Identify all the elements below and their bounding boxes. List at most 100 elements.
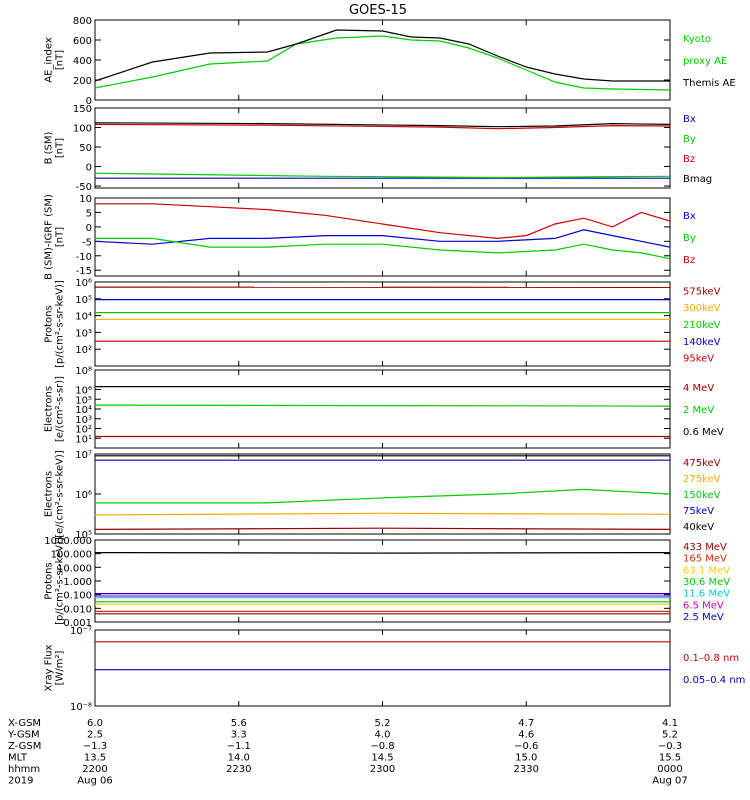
- y-tick-label: 10⁶: [75, 278, 92, 289]
- ephemeris-value: 0000: [657, 764, 682, 775]
- y-tick-label: 10²: [75, 425, 92, 436]
- y-tick-label: 1000.000: [44, 536, 92, 547]
- legend-entry: 475keV: [683, 458, 721, 469]
- panel-electrons2: 10⁵ 10⁶ 10⁷ Electrons [e/(cm²-s-sr-keV)] 475k…: [44, 450, 721, 541]
- legend-entry: Bmag: [683, 174, 712, 185]
- panel-xray: 10⁻⁸ 10⁻⁷ Xray Flux [W/m²] 0.1–0.8 nm 0.05–0.…: [44, 626, 746, 713]
- y-tick-label: 10⁴: [75, 312, 92, 323]
- y-tick-label: -10: [76, 252, 92, 263]
- legend-entry: Bx: [683, 114, 696, 125]
- panel-frame: [94, 453, 671, 535]
- ephemeris-value: 13.5: [84, 753, 106, 764]
- y-axis-label: [W/m²]: [55, 650, 66, 685]
- y-tick-label: 100: [73, 124, 92, 135]
- legend-entry: 11.6 MeV: [683, 589, 730, 600]
- legend-entry: proxy AE: [683, 56, 727, 67]
- series-line-Kyoto-proxy-AE: [94, 35, 671, 91]
- ephemeris-row-label: 2019: [8, 776, 33, 787]
- y-tick-label: 10⁷: [75, 450, 92, 461]
- ephemeris-value: 15.5: [659, 753, 681, 764]
- y-tick-label: 10⁴: [75, 405, 92, 416]
- ephemeris-value: 4.7: [518, 718, 534, 729]
- ephemeris-value: 2300: [370, 764, 395, 775]
- ephemeris-value: 2330: [514, 764, 539, 775]
- legend-entry: 0.6 MeV: [683, 427, 724, 438]
- series-line-150keV: [95, 488, 671, 504]
- panel-ae: 0 200 400 600 800 AE_index [nT] Kyoto proxy AE Th…: [44, 16, 736, 107]
- ephemeris-value: 2200: [82, 764, 107, 775]
- legend-entry: 140keV: [683, 337, 721, 348]
- ephemeris-row-label: MLT: [8, 753, 28, 764]
- y-axis-label: Electrons: [44, 471, 55, 517]
- y-axis-label: AE_index: [44, 37, 55, 83]
- ephemeris-value: 5.2: [662, 730, 678, 741]
- y-tick-label: 10: [79, 194, 92, 205]
- y-axis-label: [nT]: [55, 50, 66, 70]
- legend-entry: 210keV: [683, 320, 721, 331]
- legend-entry: By: [683, 233, 696, 244]
- y-tick-label: 10⁶: [75, 386, 92, 397]
- ephemeris-row-label: X-GSM: [8, 718, 41, 729]
- legend-entry: Kyoto: [683, 34, 711, 45]
- ephemeris-row-label: Z-GSM: [8, 741, 41, 752]
- panel-protons2: 0.001 0.010 0.100 1.000 10.000 100.000 1000.00…: [44, 536, 731, 629]
- y-tick-label: 600: [73, 36, 92, 47]
- y-axis-label: B (SM)-IGRF (SM): [44, 194, 55, 280]
- y-tick-label: 10⁵: [75, 395, 92, 406]
- legend-entry: 75keV: [683, 506, 714, 517]
- legend-entry: 575keV: [683, 286, 721, 297]
- ephemeris-value: Aug 06: [77, 776, 112, 787]
- y-tick-label: 50: [79, 143, 92, 154]
- y-tick-label: 10⁵: [75, 295, 92, 306]
- y-axis-label: [e/(cm²-s-sr)]: [55, 376, 66, 442]
- legend-entry: Bz: [683, 154, 695, 165]
- ephemeris-value: 14.0: [228, 753, 250, 764]
- y-tick-label: 1.000: [63, 577, 92, 588]
- legend-entry: 40keV: [683, 522, 714, 533]
- y-tick-label: 10²: [75, 345, 92, 356]
- y-tick-label: 200: [73, 76, 92, 87]
- y-axis-label: [p/(cm²-s-sr-keV)]: [55, 280, 66, 368]
- ephemeris-value: 2.5: [87, 730, 103, 741]
- panel-frame: [94, 281, 671, 367]
- ephemeris-row-label: hhmm: [8, 764, 40, 775]
- y-tick-label: 10.000: [57, 563, 92, 574]
- panel-frame: [94, 197, 671, 277]
- ephemeris-value: 14.5: [371, 753, 393, 764]
- y-tick-label: 10⁵: [75, 530, 92, 541]
- series-line-Bz: [95, 203, 671, 240]
- panel-bigrf: -15 -10 -5 0 5 10 B (SM)-IGRF (SM) [nT] Bx By Bz: [44, 194, 696, 280]
- ephemeris-value: −0.8: [370, 741, 394, 752]
- y-tick-label: 10⁸: [75, 366, 92, 377]
- legend-entry: 0.1–0.8 nm: [683, 653, 739, 664]
- legend-entry: Themis AE: [682, 78, 736, 89]
- series-line-Bz: [94, 123, 671, 130]
- legend-entry: 63.1 MeV: [683, 565, 730, 576]
- legend-entry: 95keV: [683, 354, 714, 365]
- ephemeris-row-label: Y-GSM: [7, 730, 40, 741]
- y-axis-label: [nT]: [55, 138, 66, 158]
- y-tick-label: 5: [86, 208, 92, 219]
- series-line-475keV: [94, 527, 671, 531]
- ephemeris-value: 6.0: [87, 718, 103, 729]
- series-line-Themis-AE: [94, 29, 670, 82]
- ephemeris-value: 4.0: [375, 730, 391, 741]
- y-axis-label: Xray Flux: [44, 644, 55, 691]
- ephemeris-value: 3.3: [231, 730, 247, 741]
- y-axis-label: [p/(cm²-s-sr-keV)]: [55, 537, 66, 625]
- y-axis-label: Protons: [44, 562, 55, 599]
- series-line-By: [95, 237, 671, 260]
- legend-entry: 275keV: [683, 474, 721, 485]
- y-tick-label: 0: [86, 223, 92, 234]
- y-tick-label: 0.001: [63, 618, 92, 629]
- y-tick-label: 10³: [75, 415, 92, 426]
- ephemeris-value: −1.3: [83, 741, 107, 752]
- legend-entry: 2.5 MeV: [683, 612, 724, 623]
- legend-entry: 0.05–0.4 nm: [683, 675, 745, 686]
- legend-entry: 6.5 MeV: [683, 600, 724, 611]
- y-tick-label: 10⁻⁸: [70, 702, 92, 713]
- y-tick-label: 0.010: [63, 604, 92, 615]
- legend-entry: 300keV: [683, 303, 721, 314]
